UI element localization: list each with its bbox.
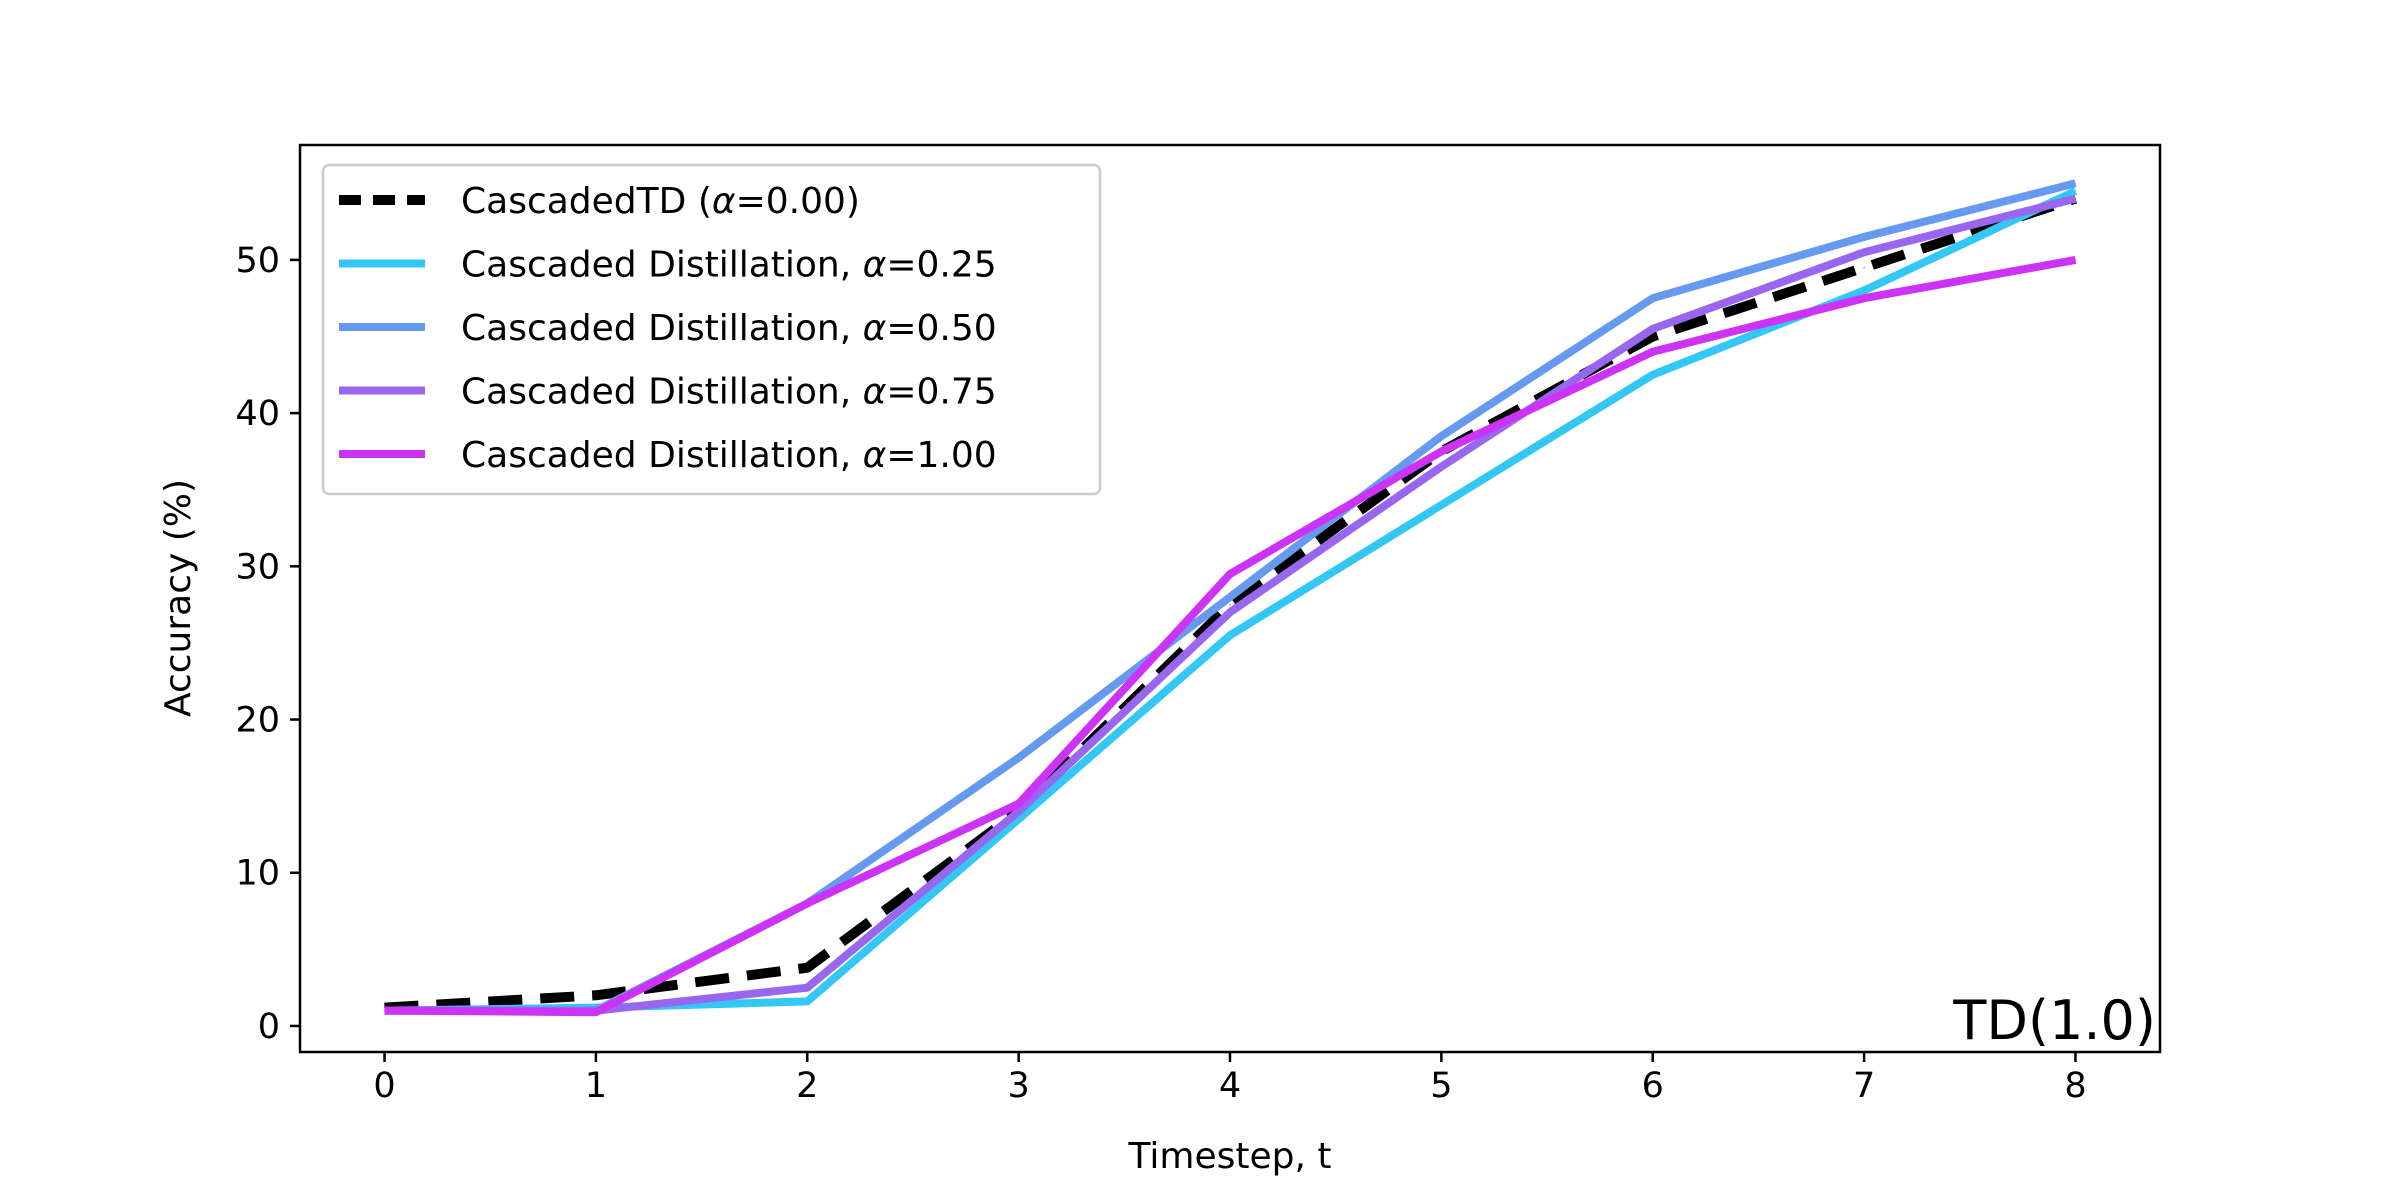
x-tick-label: 8 (2064, 1066, 2086, 1106)
series-0-point (806, 967, 808, 969)
legend-entry: CascadedTD (α=0.00) (461, 181, 860, 222)
series-4-point (1018, 803, 1020, 805)
legend-box (321, 163, 1102, 496)
series-1-point (1652, 374, 1654, 376)
y-tick-label: 50 (235, 241, 280, 281)
legend: CascadedTD (α=0.00)Cascaded Distillation… (321, 163, 1102, 496)
legend-entry-alpha: α (712, 181, 736, 222)
legend-entry-suffix: =0.75 (886, 372, 996, 413)
legend-entry-suffix: =0.25 (886, 245, 996, 286)
series-4-point (1229, 573, 1231, 575)
x-tick-label: 2 (796, 1066, 818, 1106)
legend-entry-prefix: Cascaded Distillation, (461, 372, 863, 413)
series-line-0 (384, 193, 2078, 1013)
series-4-point (384, 1010, 385, 1012)
series-2-point (2075, 182, 2076, 184)
series-2-point (1440, 435, 1442, 437)
series-3-point (1440, 466, 1442, 468)
series-4-point (1440, 450, 1442, 452)
series-4-point (1863, 297, 1865, 299)
legend-entry-alpha: α (863, 372, 887, 413)
series-2-point (1863, 236, 1865, 238)
y-tick-label: 40 (235, 394, 280, 434)
legend-entry: Cascaded Distillation, α=1.00 (461, 435, 997, 476)
x-tick-label: 5 (1430, 1066, 1452, 1106)
legend-entry-alpha: α (863, 308, 887, 349)
x-axis-label: Timestep, t (1128, 1136, 1332, 1177)
x-tick-label: 0 (373, 1066, 395, 1106)
series-1-point (1863, 290, 1865, 291)
x-tick-label: 1 (585, 1066, 607, 1106)
series-3-point (2075, 198, 2076, 200)
legend-entry-alpha: α (863, 435, 887, 476)
y-axis-label: Accuracy (%) (158, 479, 199, 717)
series-3-point (806, 987, 808, 989)
legend-entry-suffix: =0.00) (736, 181, 860, 222)
legend-entry-prefix: Cascaded Distillation, (461, 245, 863, 286)
series-1-point (2075, 190, 2076, 192)
y-axis: 0 10 20 30 40 50 (235, 241, 300, 1047)
x-tick-label: 6 (1642, 1066, 1664, 1106)
series-layer (384, 179, 2078, 1017)
series-1-point (806, 1000, 808, 1002)
series-1-point (1229, 634, 1231, 636)
series-4-point (595, 1011, 597, 1013)
series-3-point (1863, 251, 1865, 253)
series-2-point (1018, 757, 1020, 759)
y-tick-label: 0 (258, 1007, 280, 1047)
series-1-point (1440, 504, 1442, 506)
legend-entry-suffix: =0.50 (886, 308, 996, 349)
series-1-point (1018, 818, 1020, 820)
series-4-point (1652, 351, 1654, 353)
corner-annotation: TD(1.0) (1952, 989, 2156, 1052)
series-3-point (1018, 811, 1020, 812)
legend-entry-prefix: Cascaded Distillation, (461, 308, 863, 349)
series-2-point (1229, 596, 1231, 598)
y-tick-label: 30 (235, 547, 280, 587)
series-0-point (1229, 604, 1231, 606)
series-2-point (1652, 297, 1654, 299)
legend-entry-alpha: α (863, 245, 887, 286)
x-tick-label: 3 (1007, 1066, 1029, 1106)
y-tick-label: 10 (235, 854, 280, 894)
series-4-point (2075, 259, 2076, 261)
legend-entry-suffix: =1.00 (886, 435, 996, 476)
series-0-point (595, 994, 597, 996)
x-tick-label: 7 (1853, 1066, 1875, 1106)
series-3-point (1652, 328, 1654, 330)
legend-entry-prefix: Cascaded Distillation, (461, 435, 863, 476)
series-0-point (1652, 336, 1654, 337)
legend-entry: Cascaded Distillation, α=0.75 (461, 372, 997, 413)
y-tick-label: 20 (235, 701, 280, 741)
series-0-point (1863, 267, 1865, 269)
series-4-point (806, 902, 808, 904)
x-axis: 0 1 2 3 4 5 6 7 8 (373, 1052, 2087, 1106)
series-3-point (1229, 611, 1231, 613)
legend-entry: Cascaded Distillation, α=0.50 (461, 308, 997, 349)
legend-entry-prefix: CascadedTD ( (461, 181, 712, 222)
legend-entry: Cascaded Distillation, α=0.25 (461, 245, 997, 286)
x-tick-label: 4 (1219, 1066, 1241, 1106)
